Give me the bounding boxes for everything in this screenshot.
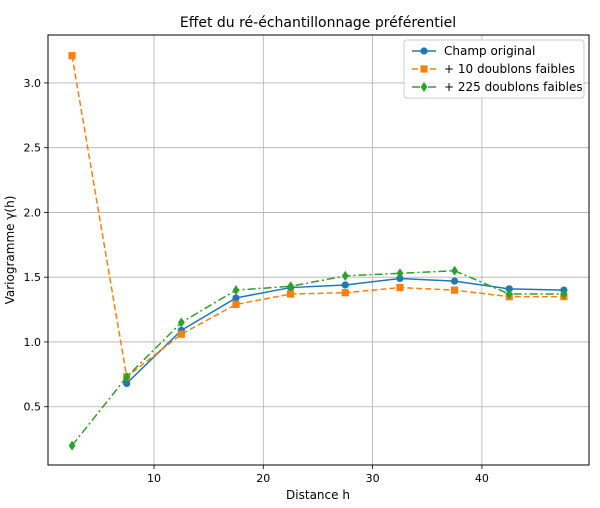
legend-entry: + 10 doublons faibles [412, 62, 575, 76]
y-axis-title: Variogramme γ(h) [3, 196, 17, 305]
data-point [396, 283, 404, 292]
y-tick-label: 2.0 [24, 206, 42, 219]
data-point [232, 294, 240, 302]
data-point [450, 286, 459, 294]
axis-ticks: 10 20 30 40 0.5 1.0 1.5 2.0 2.5 3.0 [24, 77, 489, 485]
legend-entry: Champ original [412, 44, 535, 58]
legend-entry: + 225 doublons faibles [412, 80, 583, 94]
legend-marker [420, 47, 428, 55]
legend-marker [420, 65, 428, 73]
data-point [287, 290, 295, 298]
legend-label: + 225 doublons faibles [444, 80, 583, 94]
legend-label: + 10 doublons faibles [444, 62, 575, 76]
x-axis-title: Distance h [286, 488, 350, 502]
legend: Champ original + 10 doublons faibles + 225… [403, 39, 585, 99]
y-tick-label: 3.0 [24, 77, 42, 90]
y-tick-label: 1.0 [24, 336, 42, 349]
data-point [232, 300, 240, 308]
legend-marker [420, 82, 428, 92]
legend-label: Champ original [444, 44, 535, 58]
grid [48, 35, 589, 465]
data-point [505, 289, 513, 300]
data-point [341, 289, 349, 297]
y-tick-label: 1.5 [24, 271, 42, 284]
x-tick-label: 20 [256, 472, 270, 485]
data-point [68, 440, 76, 451]
data-point [177, 330, 185, 338]
series-layer [68, 52, 568, 451]
plot-frame [47, 34, 590, 466]
y-tick-label: 0.5 [24, 401, 42, 414]
x-tick-label: 10 [147, 472, 161, 485]
data-point [287, 281, 295, 292]
data-point [341, 281, 349, 289]
data-point [450, 277, 459, 285]
data-point [123, 379, 131, 388]
data-point [68, 52, 76, 60]
data-point [451, 265, 458, 276]
data-point [396, 268, 404, 279]
chart-title: Effet du ré-échantillonnage préférentiel [180, 15, 456, 31]
data-point [341, 270, 349, 281]
data-point [505, 285, 513, 293]
y-tick-label: 2.5 [24, 142, 42, 155]
x-tick-label: 30 [366, 472, 380, 485]
series-line [71, 269, 564, 447]
data-point [123, 371, 131, 382]
data-point [232, 285, 240, 296]
legend-box [403, 39, 585, 99]
data-point [396, 274, 404, 283]
data-point [560, 289, 568, 300]
x-tick-label: 40 [475, 472, 489, 485]
series-3 [68, 265, 568, 451]
series-line [71, 55, 564, 379]
data-point [177, 317, 185, 328]
series-2 [68, 52, 568, 381]
